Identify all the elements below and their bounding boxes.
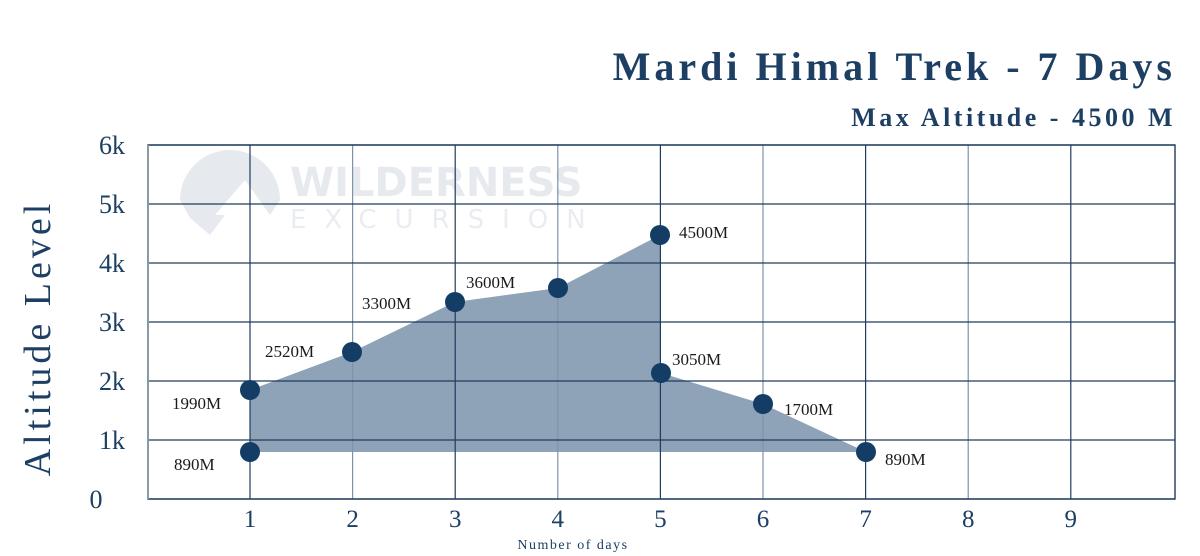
x-tick-label: 1 [244, 506, 257, 533]
data-point [445, 292, 465, 312]
y-tick-label: 6k [99, 131, 125, 160]
watermark-logo-icon [180, 150, 280, 235]
y-tick-label: 2k [99, 367, 125, 396]
data-label: 2520M [265, 342, 314, 361]
data-label: 890M [174, 455, 215, 474]
watermark-line1: WILDERNESS [290, 160, 582, 206]
y-tick-labels: 0 1k 2k 3k 4k 5k 6k [90, 131, 126, 514]
data-point [651, 363, 671, 383]
data-point [856, 442, 876, 462]
x-tick-label: 8 [962, 506, 975, 533]
y-axis-label: Altitude Level [17, 200, 59, 477]
y-tick-label: 3k [99, 308, 125, 337]
data-points: 890M 1990M 2520M 3300M 3600M 4500M 3050M 1700M 8… [172, 223, 926, 474]
data-label: 1700M [784, 400, 833, 419]
watermark: WILDERNESS EXCURSION [180, 150, 604, 235]
y-tick-label: 4k [99, 249, 125, 278]
x-tick-labels: 1 2 3 4 5 6 7 8 9 [244, 506, 1077, 533]
data-point [548, 278, 568, 298]
x-tick-label: 3 [449, 506, 462, 533]
y-tick-label: 1k [99, 426, 125, 455]
data-label: 890M [885, 450, 926, 469]
y-tick-label: 5k [99, 190, 125, 219]
data-point [650, 225, 670, 245]
chart-subtitle: Max Altitude - 4500 M [851, 103, 1176, 132]
data-label: 3600M [466, 273, 515, 292]
data-label: 3050M [672, 350, 721, 369]
data-point [753, 394, 773, 414]
x-axis-label: Number of days [517, 538, 628, 553]
x-tick-label: 7 [859, 506, 872, 533]
data-label: 3300M [362, 294, 411, 313]
x-tick-label: 9 [1065, 506, 1078, 533]
data-point [240, 442, 260, 462]
data-label: 4500M [679, 223, 728, 242]
y-tick-label: 0 [90, 485, 103, 514]
x-tick-label: 2 [346, 506, 359, 533]
x-tick-label: 5 [654, 506, 667, 533]
data-point [240, 380, 260, 400]
data-point [342, 342, 362, 362]
chart-title: Mardi Himal Trek - 7 Days [613, 44, 1176, 89]
x-tick-label: 4 [552, 506, 565, 533]
data-label: 1990M [172, 394, 221, 413]
x-tick-label: 6 [757, 506, 770, 533]
watermark-line2: EXCURSION [290, 205, 604, 235]
